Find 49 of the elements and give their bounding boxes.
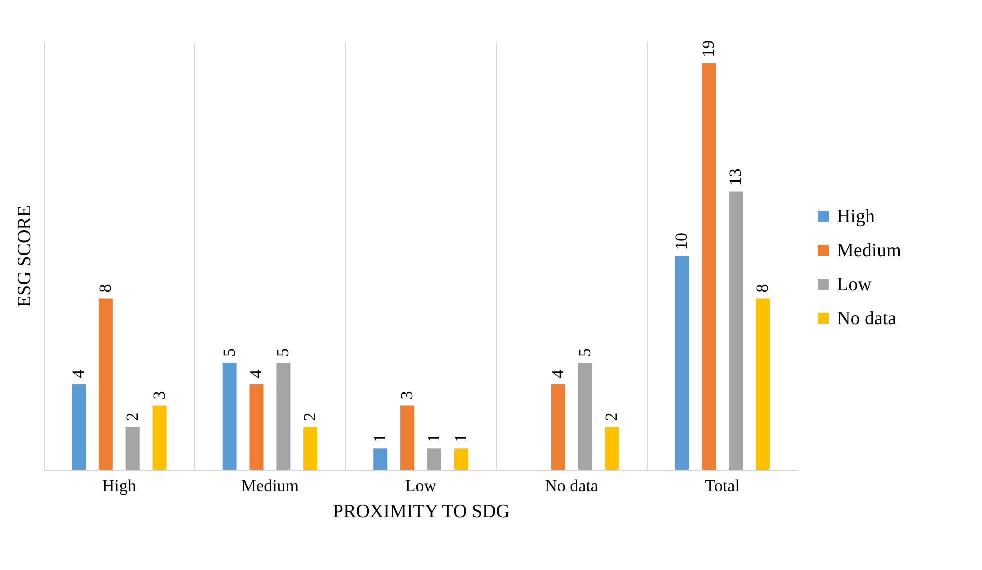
data-label: 1 xyxy=(370,434,390,443)
data-label: 10 xyxy=(672,233,692,250)
bar xyxy=(222,363,237,470)
data-label: 4 xyxy=(548,369,568,378)
legend-label: Low xyxy=(837,274,872,296)
data-label: 13 xyxy=(726,168,746,186)
data-label: 5 xyxy=(274,348,293,357)
x-tick-label: Low xyxy=(405,476,438,496)
data-label: 1 xyxy=(451,434,470,443)
bar xyxy=(98,298,113,470)
x-tick-label: Total xyxy=(705,476,740,496)
x-tick-label: High xyxy=(102,476,137,496)
bar xyxy=(276,363,291,470)
x-tick-label: No data xyxy=(545,476,599,496)
data-label: 1 xyxy=(424,434,444,443)
bar xyxy=(729,192,744,470)
x-tick-label: Medium xyxy=(241,476,300,496)
data-label: 4 xyxy=(69,369,88,378)
bar xyxy=(702,63,716,470)
bar xyxy=(304,427,318,470)
bar xyxy=(374,448,388,470)
legend-label: No data xyxy=(837,308,898,330)
bar xyxy=(605,427,620,470)
bar xyxy=(250,384,264,470)
data-label: 2 xyxy=(300,412,320,422)
legend-label: High xyxy=(837,206,876,228)
data-label: 2 xyxy=(122,412,142,422)
bar xyxy=(72,384,86,470)
y-axis-title: ESG SCORE xyxy=(14,206,36,308)
data-label: 19 xyxy=(699,40,718,58)
data-label: 8 xyxy=(752,284,772,293)
bar xyxy=(551,384,566,470)
bar xyxy=(454,448,468,470)
data-label: 3 xyxy=(398,391,417,400)
legend-label: Medium xyxy=(837,240,902,262)
data-label: 4 xyxy=(246,369,266,378)
data-label: 5 xyxy=(220,348,239,357)
data-label: 8 xyxy=(96,284,115,293)
data-label: 5 xyxy=(575,348,594,357)
data-label: 2 xyxy=(602,412,622,422)
bar xyxy=(400,406,415,470)
bar xyxy=(578,363,592,470)
bar xyxy=(152,406,167,470)
data-label: 3 xyxy=(150,391,169,400)
x-axis-title: PROXIMITY TO SDG xyxy=(332,502,510,522)
bar xyxy=(126,427,140,470)
bar xyxy=(427,448,442,470)
bar xyxy=(756,298,770,470)
bar xyxy=(675,256,690,470)
